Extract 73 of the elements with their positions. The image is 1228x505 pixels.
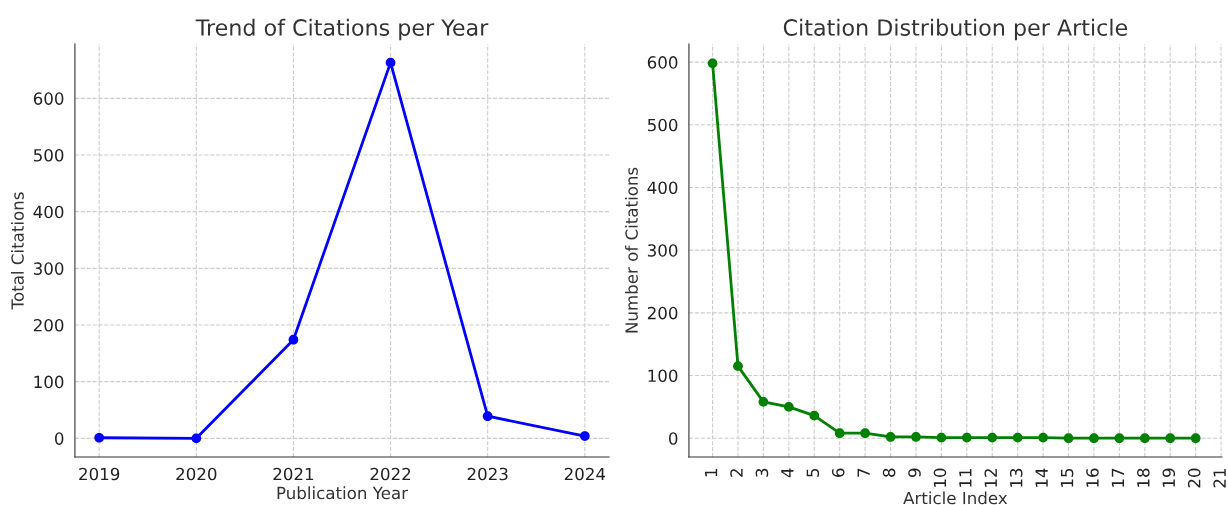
- x-tick-label: 5: [806, 468, 820, 477]
- x-tick-label: 13: [1009, 468, 1023, 487]
- point: [482, 411, 493, 422]
- x-tick-label: 15: [1060, 468, 1074, 487]
- x-tick-label: 9: [908, 468, 921, 477]
- x-tick-label: 16: [1086, 468, 1099, 487]
- x-tick-label: 12: [984, 469, 997, 487]
- point: [758, 397, 769, 407]
- y-tick-label: 0: [668, 432, 678, 445]
- x-tick-label: 20: [1187, 468, 1201, 488]
- x-axis-title: Publication Year: [277, 486, 409, 500]
- point: [191, 433, 202, 444]
- point: [809, 410, 820, 421]
- y-tick-label: 300: [647, 244, 678, 257]
- point: [1165, 433, 1176, 444]
- x-tick-label: 8: [882, 468, 896, 477]
- x-tick-label: 17: [1111, 468, 1124, 487]
- y-axis-title: Number of Citations: [624, 167, 638, 333]
- x-tick-label: 2020: [176, 467, 217, 481]
- y-tick-label: 400: [647, 181, 678, 195]
- y-tick-label: 300: [33, 262, 64, 275]
- point: [987, 432, 998, 443]
- y-tick-label: 400: [33, 205, 64, 219]
- chart-title: Citation Distribution per Article: [783, 18, 1128, 41]
- y-tick-label: 500: [33, 148, 64, 162]
- point: [1089, 433, 1099, 444]
- x-tick-label: 2: [730, 469, 743, 477]
- point: [911, 432, 921, 442]
- point: [834, 428, 845, 439]
- point: [94, 432, 105, 443]
- x-tick-label: 7: [857, 468, 870, 477]
- x-tick-label: 3: [755, 468, 769, 477]
- point: [1114, 433, 1125, 444]
- y-axis-title: Total Citations: [10, 192, 24, 310]
- point: [1038, 432, 1048, 443]
- y-tick-label: 0: [54, 432, 64, 445]
- y-tick-label: 600: [647, 56, 678, 69]
- y-tick-label: 600: [33, 92, 64, 105]
- point: [1190, 433, 1201, 444]
- point: [1139, 433, 1150, 444]
- point: [733, 361, 743, 371]
- x-tick-label: 2023: [467, 467, 508, 481]
- point: [707, 58, 718, 69]
- x-tick-label: 4: [781, 468, 794, 478]
- y-tick-label: 200: [33, 318, 64, 332]
- point: [288, 334, 299, 345]
- x-tick-label: 6: [831, 468, 845, 477]
- x-tick-label: 1: [705, 468, 718, 477]
- x-tick-label: 18: [1137, 468, 1150, 487]
- x-tick-label: 19: [1162, 468, 1176, 487]
- x-tick-label: 21: [1213, 468, 1226, 488]
- chart-title: Trend of Citations per Year: [195, 18, 489, 41]
- x-tick-label: 14: [1035, 468, 1048, 487]
- point: [961, 432, 972, 443]
- x-tick-label: 2024: [564, 467, 606, 481]
- point: [579, 431, 590, 441]
- point: [885, 432, 896, 442]
- point: [385, 57, 396, 68]
- x-tick-label: 2019: [79, 467, 120, 481]
- point: [860, 428, 870, 439]
- y-tick-label: 500: [647, 118, 678, 132]
- point: [936, 432, 947, 443]
- x-tick-label: 11: [959, 468, 972, 487]
- point: [1063, 433, 1074, 444]
- y-tick-label: 200: [647, 306, 678, 320]
- y-tick-label: 100: [34, 375, 64, 389]
- point: [783, 402, 794, 412]
- x-axis-title: Article Index: [903, 491, 1008, 505]
- y-tick-label: 100: [648, 369, 678, 383]
- point: [1012, 432, 1023, 443]
- x-tick-label: 2022: [370, 467, 411, 481]
- x-tick-label: 2021: [273, 467, 314, 481]
- x-tick-label: 10: [933, 468, 947, 487]
